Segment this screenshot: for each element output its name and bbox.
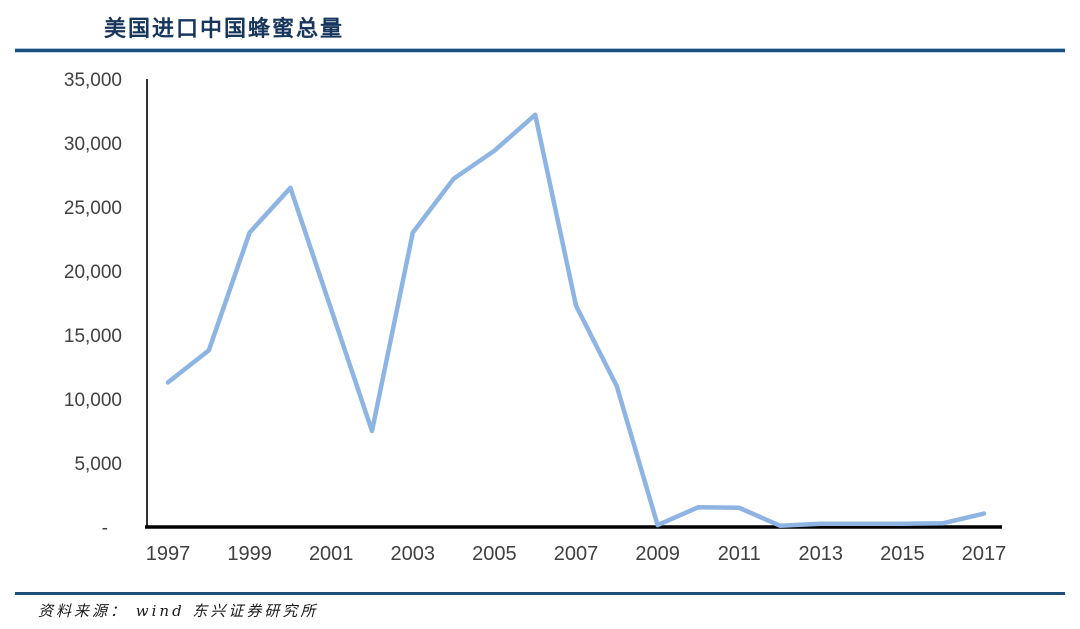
x-tick-label: 2005 (472, 543, 517, 565)
footer-divider-rule (15, 592, 1065, 595)
x-tick-label: 2011 (718, 543, 761, 565)
x-tick-label: 2001 (309, 543, 354, 565)
y-tick-label: 5,000 (74, 454, 122, 475)
x-tick-label: 2007 (554, 543, 599, 565)
title-underline-rule (15, 48, 1065, 53)
y-tick-label: 10,000 (64, 390, 122, 411)
x-tick-label: 2009 (635, 543, 680, 565)
x-tick-label: 2015 (880, 543, 925, 565)
y-tick-label: 25,000 (64, 198, 122, 219)
y-tick-label: - (102, 518, 108, 539)
y-tick-label: 35,000 (64, 70, 122, 91)
line-chart: - 5,000 10,000 15,000 20,000 25,000 30,000 35,0… (64, 70, 1007, 565)
data-series-line (165, 112, 987, 528)
y-tick-label: 20,000 (64, 262, 122, 283)
source-note: 资料来源： wind 东兴证券研究所 (38, 602, 319, 620)
x-tick-label: 1999 (227, 543, 272, 565)
x-tick-label: 2017 (962, 543, 1007, 565)
x-tick-label: 2003 (391, 543, 436, 565)
page-title: 美国进口中国蜂蜜总量 (104, 16, 345, 41)
x-tick-label: 2013 (799, 543, 844, 565)
y-tick-label: 15,000 (64, 326, 122, 347)
x-tick-label: 1997 (146, 543, 191, 565)
y-tick-label: 30,000 (64, 134, 122, 155)
